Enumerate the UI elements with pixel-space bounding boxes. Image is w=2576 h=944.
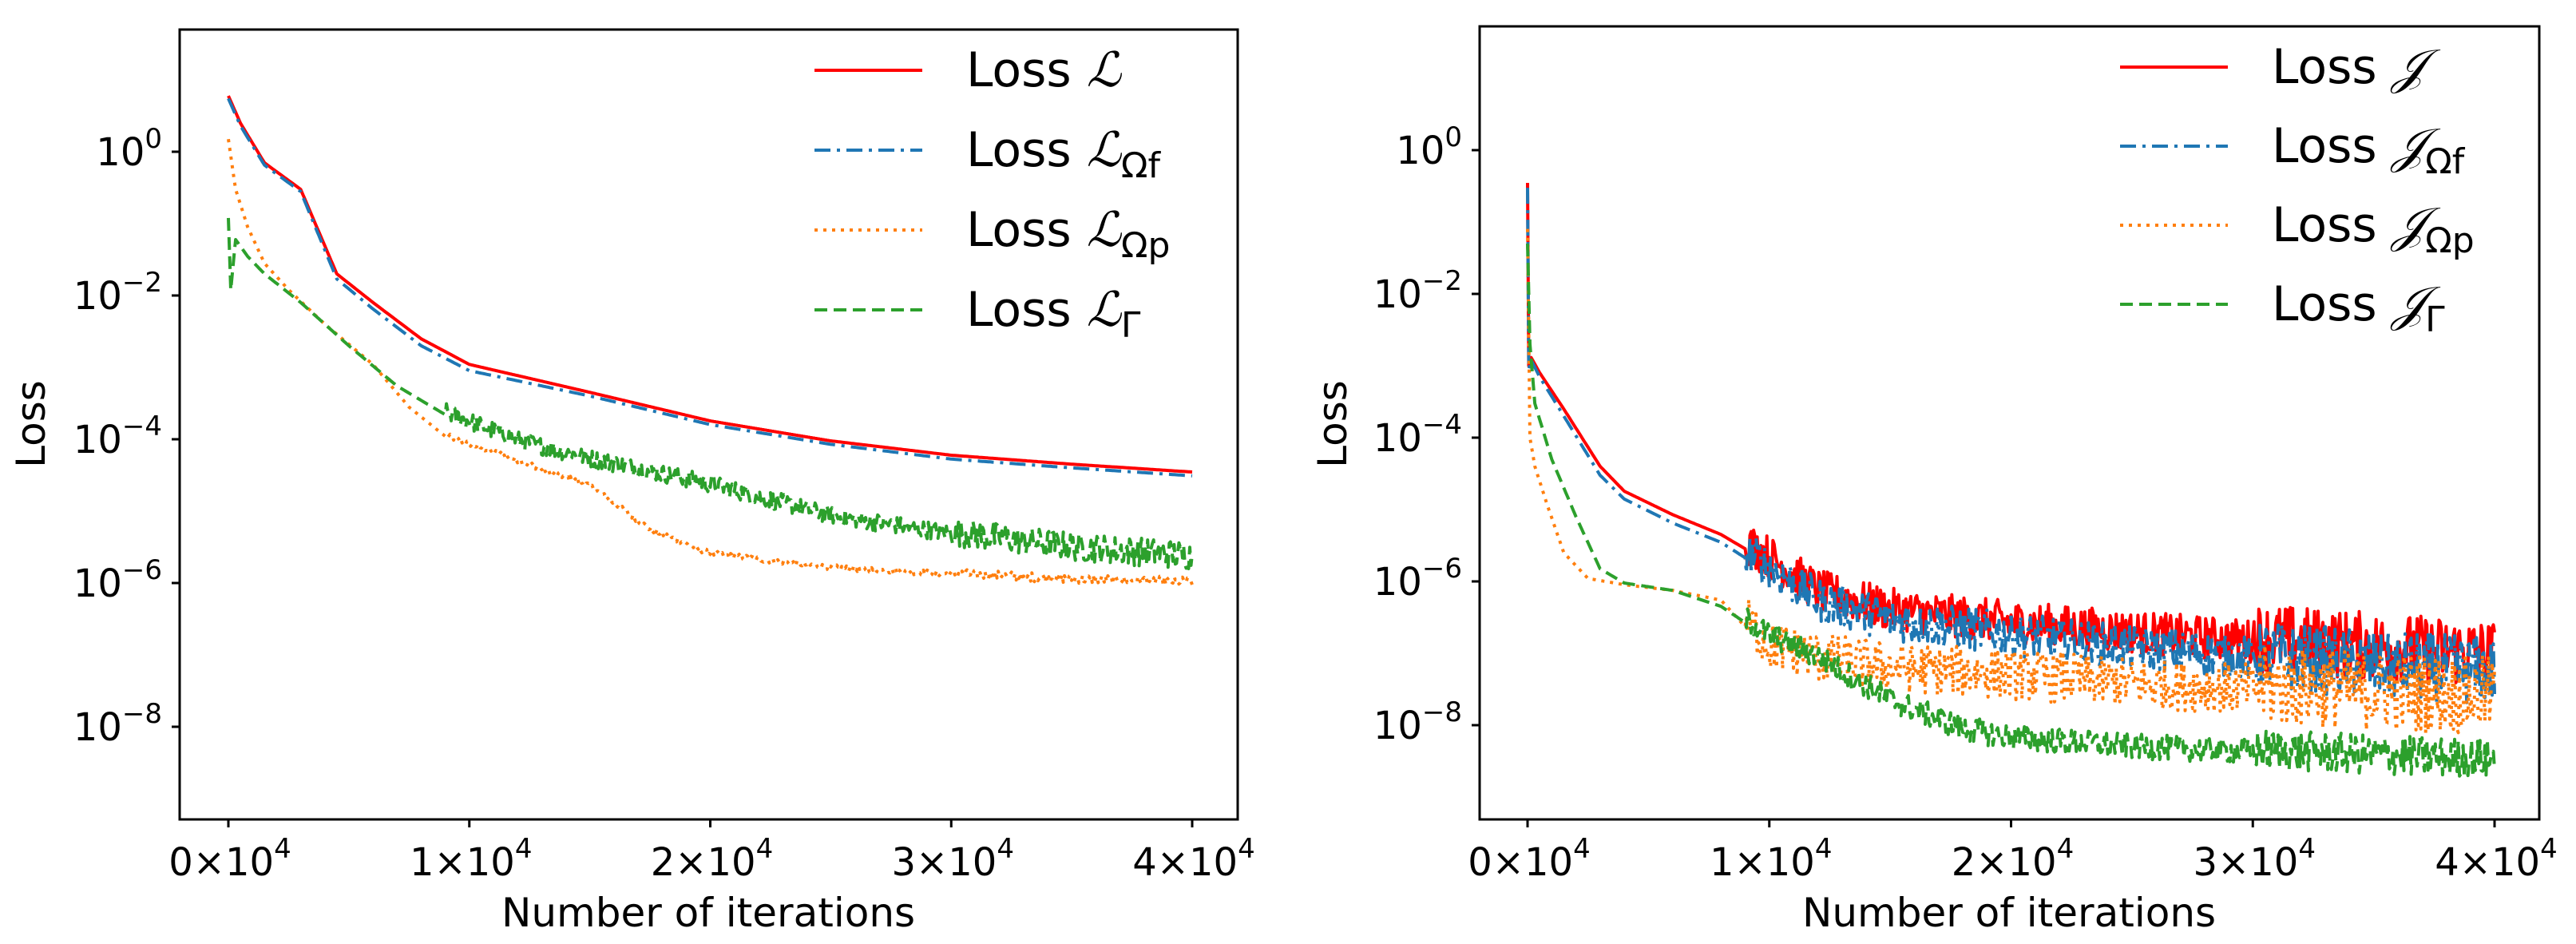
right-x-tick-label: 1×104 — [1710, 833, 1832, 885]
left-y-tick-label: 10−8 — [73, 698, 162, 750]
right-series-p — [1526, 228, 2496, 735]
right-x-ticks: 0×104 1×104 2×104 3×104 4×104 — [1468, 819, 2558, 885]
right-x-tick-label: 4×104 — [2435, 833, 2557, 885]
left-x-tick-label: 3×104 — [892, 833, 1014, 885]
left-y-tick-label: 100 — [96, 123, 162, 175]
left-x-ticks: 0×104 1×104 2×104 3×104 4×104 — [168, 819, 1255, 885]
left-legend-label: Loss ℒΓ — [966, 282, 1141, 346]
right-series-layer — [1526, 182, 2496, 779]
left-y-ticks: 100 10−2 10−4 10−6 10−8 — [73, 123, 180, 750]
left-chart-panel: 100 10−2 10−4 10−6 10−8 0×104 1×104 2×104 3×104… — [8, 28, 1255, 936]
right-series-total — [1526, 182, 2496, 685]
right-x-tick-label: 2×104 — [1952, 833, 2074, 885]
right-legend-label: Loss 𝒥Ωf — [2272, 118, 2466, 182]
left-y-tick-label: 10−6 — [73, 554, 162, 606]
left-x-tick-label: 0×104 — [168, 833, 291, 885]
left-x-tick-label: 1×104 — [410, 833, 532, 885]
left-series-total — [227, 95, 1193, 474]
left-legend: Loss ℒ Loss ℒΩf Loss ℒΩp Loss ℒΓ — [814, 42, 1170, 346]
right-chart-panel: 100 10−2 10−4 10−6 10−8 0×104 1×104 2×104 3×104… — [1310, 25, 2558, 936]
right-plot-frame — [1478, 25, 2541, 821]
right-series- — [1526, 244, 2496, 779]
left-y-tick-label: 10−2 — [73, 267, 162, 319]
left-series- — [227, 217, 1194, 570]
right-legend-label: Loss 𝒥Ωp — [2272, 197, 2475, 261]
right-y-tick-label: 10−4 — [1373, 409, 1462, 461]
right-y-tick-label: 10−8 — [1373, 696, 1462, 748]
left-legend-label: Loss ℒΩp — [966, 202, 1170, 266]
right-series-f — [1526, 188, 2496, 704]
right-y-tick-label: 100 — [1396, 121, 1462, 173]
left-series-layer — [227, 95, 1194, 587]
left-y-axis-title: Loss — [8, 380, 54, 468]
right-y-ticks: 100 10−2 10−4 10−6 10−8 — [1373, 121, 1480, 748]
left-legend-label: Loss ℒ — [966, 42, 1123, 98]
left-x-tick-label: 4×104 — [1132, 833, 1254, 885]
right-legend: Loss 𝒥 Loss 𝒥Ωf Loss 𝒥Ωp Loss 𝒥Γ — [2120, 39, 2475, 340]
right-y-axis-title: Loss — [1310, 380, 1356, 468]
right-x-tick-label: 3×104 — [2194, 833, 2316, 885]
left-series-p — [227, 138, 1194, 587]
left-x-axis-title: Number of iterations — [501, 890, 915, 936]
right-x-axis-title: Number of iterations — [1802, 890, 2216, 936]
left-legend-label: Loss ℒΩf — [966, 122, 1162, 186]
right-y-tick-label: 10−2 — [1373, 265, 1462, 317]
right-y-tick-label: 10−6 — [1373, 553, 1462, 605]
right-legend-label: Loss 𝒥 — [2272, 39, 2441, 95]
right-x-tick-label: 0×104 — [1468, 833, 1590, 885]
left-x-tick-label: 2×104 — [651, 833, 773, 885]
left-y-tick-label: 10−4 — [73, 411, 162, 462]
left-plot-frame — [178, 28, 1239, 821]
right-legend-label: Loss 𝒥Γ — [2272, 276, 2445, 340]
